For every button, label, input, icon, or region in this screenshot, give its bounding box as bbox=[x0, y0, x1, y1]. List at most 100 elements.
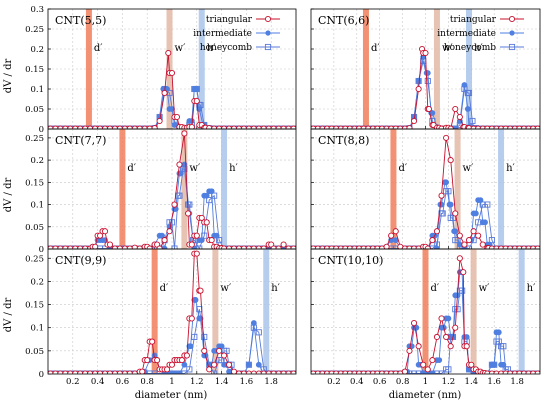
panel-title: CNT(5,5) bbox=[55, 14, 106, 27]
band-w bbox=[212, 249, 219, 374]
marker-triangular bbox=[456, 255, 463, 262]
marker-triangular bbox=[463, 343, 470, 350]
band-label: w′ bbox=[220, 283, 232, 294]
band-d bbox=[119, 129, 126, 249]
marker-triangular bbox=[452, 210, 459, 217]
marker-triangular bbox=[438, 192, 445, 199]
marker-triangular bbox=[406, 125, 413, 129]
legend-marker-honeycomb bbox=[508, 43, 516, 51]
band-label: w′ bbox=[479, 283, 491, 294]
marker-intermediate bbox=[495, 329, 502, 336]
marker-triangular bbox=[198, 214, 205, 221]
marker-triangular bbox=[121, 370, 128, 374]
x-tick-label: 1.4 bbox=[465, 377, 479, 387]
y-tick-label: 0 bbox=[39, 370, 44, 380]
marker-triangular bbox=[146, 245, 153, 249]
marker-intermediate bbox=[250, 320, 257, 326]
marker-triangular bbox=[57, 370, 64, 374]
marker-intermediate bbox=[192, 297, 199, 303]
marker-triangular bbox=[156, 117, 163, 125]
band-label: w′ bbox=[463, 163, 475, 174]
marker-triangular bbox=[265, 370, 272, 374]
marker-triangular bbox=[126, 245, 133, 249]
marker-triangular bbox=[260, 245, 267, 249]
marker-triangular bbox=[149, 338, 156, 345]
band-label: w′ bbox=[442, 43, 454, 54]
marker-triangular bbox=[424, 366, 431, 373]
panel-title: CNT(9,9) bbox=[55, 254, 106, 267]
panel-3: 0 0.05 0.1 0.15 0.2 0.25 d′ w′ h′ CNT(7,7) bbox=[25, 128, 297, 255]
marker-triangular bbox=[92, 243, 99, 249]
marker-triangular bbox=[161, 89, 168, 97]
marker-triangular bbox=[470, 228, 477, 235]
marker-honeycomb bbox=[469, 117, 476, 125]
marker-triangular bbox=[406, 347, 413, 354]
marker-triangular bbox=[181, 130, 188, 137]
marker-triangular bbox=[424, 245, 431, 249]
marker-triangular bbox=[62, 370, 69, 374]
marker-triangular bbox=[72, 245, 79, 249]
y-tick-label: 0.15 bbox=[25, 301, 44, 311]
marker-triangular bbox=[77, 370, 84, 374]
marker-triangular bbox=[452, 105, 459, 113]
marker-triangular bbox=[245, 245, 252, 249]
marker-triangular bbox=[188, 241, 195, 248]
marker-triangular bbox=[410, 320, 418, 327]
marker-triangular bbox=[52, 245, 59, 249]
marker-triangular bbox=[456, 113, 463, 121]
marker-triangular bbox=[154, 357, 161, 364]
y-tick-label: 0.3 bbox=[30, 5, 44, 15]
marker-triangular bbox=[166, 228, 173, 235]
panel-5: 0.2 0.4 0.6 0.8 1 1.2 1.4 1.6 1.8 0 0.05 0.1 0.15 0.2… bbox=[25, 248, 297, 387]
marker-triangular bbox=[275, 370, 282, 374]
y-tick-label: 0 bbox=[39, 245, 44, 255]
y-tick-label: 0.1 bbox=[30, 324, 44, 334]
marker-triangular bbox=[235, 370, 243, 374]
marker-intermediate bbox=[482, 219, 488, 226]
marker-honeycomb bbox=[438, 370, 445, 374]
marker-triangular bbox=[101, 228, 109, 235]
band-label: d′ bbox=[431, 283, 440, 294]
marker-triangular bbox=[235, 245, 243, 249]
y-tick-label: 0.2 bbox=[30, 45, 44, 55]
x-axis-label-left: diameter (nm) bbox=[135, 390, 208, 401]
marker-triangular bbox=[193, 97, 200, 105]
marker-honeycomb bbox=[488, 237, 495, 244]
marker-triangular bbox=[429, 237, 436, 244]
marker-triangular bbox=[443, 134, 450, 141]
marker-triangular bbox=[72, 370, 79, 374]
marker-triangular bbox=[116, 370, 123, 374]
marker-triangular bbox=[270, 370, 277, 374]
marker-triangular bbox=[415, 343, 422, 350]
band-w bbox=[433, 9, 440, 129]
marker-triangular bbox=[410, 117, 418, 125]
marker-intermediate bbox=[434, 245, 440, 249]
panel-title: CNT(10,10) bbox=[318, 254, 383, 267]
marker-triangular bbox=[460, 269, 467, 276]
legend-label-triangular: triangular bbox=[206, 15, 253, 25]
marker-triangular bbox=[161, 237, 168, 244]
marker-honeycomb bbox=[500, 343, 507, 350]
marker-triangular bbox=[201, 347, 208, 354]
marker-triangular bbox=[106, 370, 114, 374]
marker-intermediate bbox=[213, 232, 220, 239]
marker-triangular bbox=[230, 368, 238, 374]
panel-4: d′ w′ h′ CNT(8,8) bbox=[310, 128, 541, 250]
marker-triangular bbox=[206, 366, 213, 373]
marker-triangular bbox=[168, 69, 176, 77]
marker-triangular bbox=[468, 361, 475, 368]
y-tick-label: 0.25 bbox=[25, 134, 44, 144]
marker-intermediate bbox=[193, 86, 200, 92]
marker-triangular bbox=[285, 370, 292, 374]
marker-intermediate bbox=[245, 361, 252, 368]
x-tick-label: 0.2 bbox=[66, 377, 80, 387]
legend-label-honeycomb: honeycomb bbox=[200, 43, 252, 53]
x-tick-label: 1.8 bbox=[264, 377, 278, 387]
marker-triangular bbox=[87, 370, 94, 374]
band-h bbox=[198, 9, 205, 129]
marker-intermediate bbox=[452, 228, 459, 235]
marker-intermediate bbox=[169, 106, 175, 112]
marker-triangular bbox=[173, 113, 181, 121]
marker-triangular bbox=[225, 361, 233, 368]
marker-triangular bbox=[250, 370, 257, 374]
